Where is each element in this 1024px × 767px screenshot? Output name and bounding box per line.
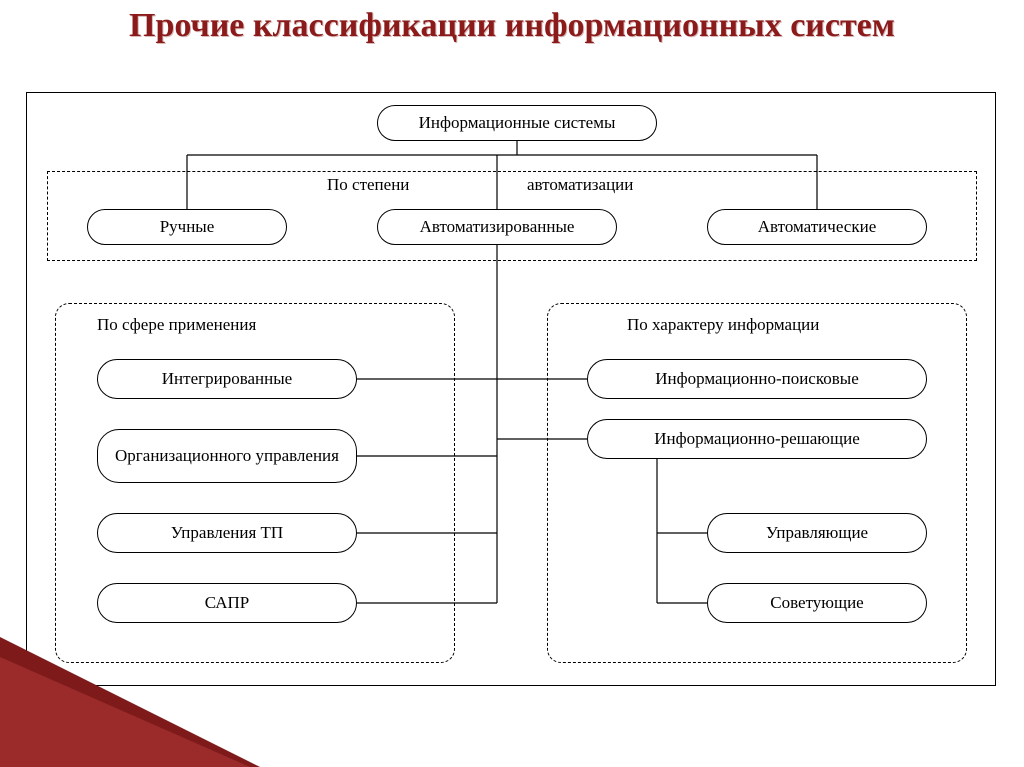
decor-triangle-light	[0, 657, 250, 767]
node-integrated: Интегрированные	[97, 359, 357, 399]
node-root: Информационные системы	[377, 105, 657, 141]
diagram-frame: По степени автоматизации По сфере применен…	[26, 92, 996, 686]
node-manual: Ручные	[87, 209, 287, 245]
node-infosearch: Информационно-поисковые	[587, 359, 927, 399]
node-automatic: Автоматические	[707, 209, 927, 245]
group-label-character: По характеру информации	[627, 315, 819, 335]
node-infodecide: Информационно-решающие	[587, 419, 927, 459]
node-control: Управляющие	[707, 513, 927, 553]
group-label-automation-left: По степени	[327, 175, 409, 195]
node-sapr: САПР	[97, 583, 357, 623]
node-tpmgmt: Управления ТП	[97, 513, 357, 553]
page-title: Прочие классификации информационных сист…	[0, 0, 1024, 49]
group-label-automation-right: автоматизации	[527, 175, 633, 195]
node-automated: Автоматизированные	[377, 209, 617, 245]
node-orgmgmt: Организационного управления	[97, 429, 357, 483]
group-label-application: По сфере применения	[97, 315, 256, 335]
node-advise: Советующие	[707, 583, 927, 623]
